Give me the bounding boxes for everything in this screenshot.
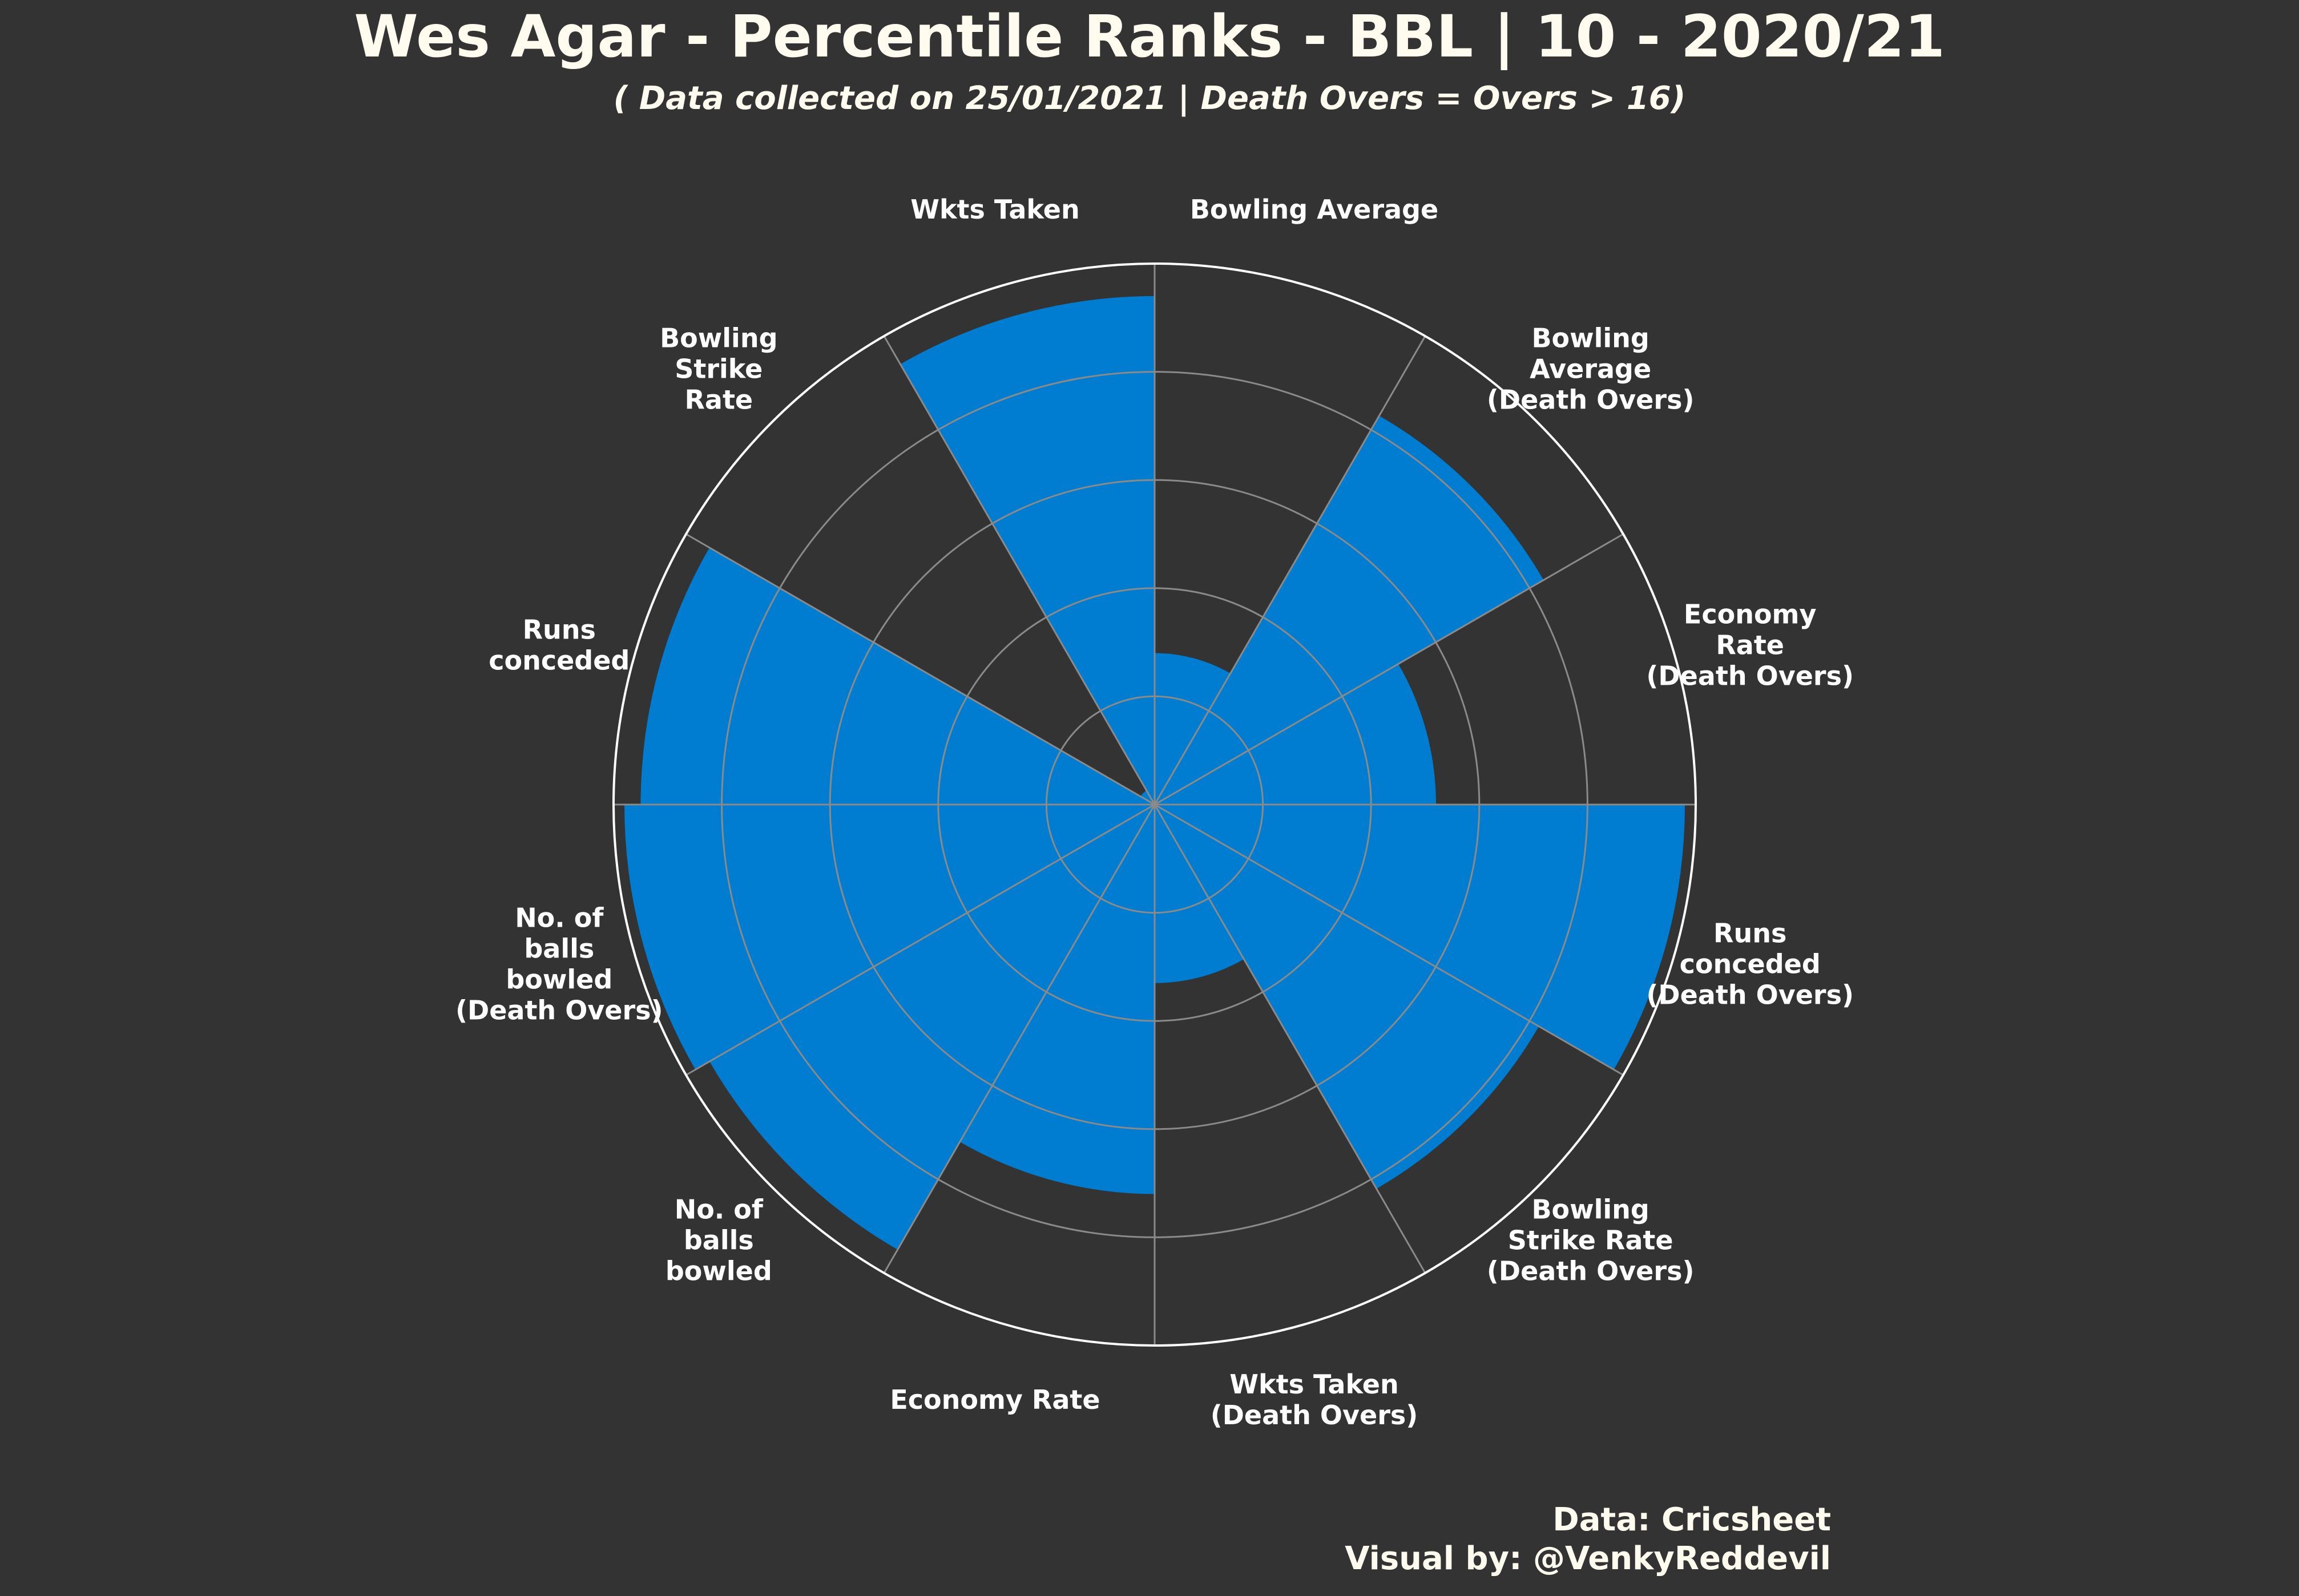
category-label-bowling-strike-rate-death-overs: Bowling Strike Rate (Death Overs) <box>1487 1194 1695 1287</box>
category-label-bowling-strike-rate: Bowling Strike Rate <box>660 322 777 415</box>
bar-bowling-average <box>1155 653 1231 805</box>
data-source-credit: Data: Cricsheet <box>1552 1501 1831 1538</box>
category-label-no-of-balls-bowled-death-overs: No. of balls bowled (Death Overs) <box>455 903 663 1026</box>
bar-wkts-taken-death-overs <box>1155 805 1244 983</box>
grid-spoke <box>1154 533 1624 806</box>
grid-spoke <box>883 804 1156 1274</box>
credits: Data: Cricsheet Visual by: @VenkyReddevi… <box>1345 1501 1831 1578</box>
category-label-layer: Bowling Average Bowling Average (Death Over… <box>455 194 1854 1431</box>
bar-wkts-taken <box>900 296 1155 805</box>
visual-credit: Visual by: @VenkyReddevil <box>1345 1540 1831 1577</box>
category-label-no-of-balls-bowled: No. of balls bowled <box>666 1194 772 1287</box>
category-label-bowling-average: Bowling Average <box>1190 194 1438 225</box>
bar-runs-conceded-death-overs <box>1155 805 1685 1070</box>
category-label-bowling-average-death-overs: Bowling Average (Death Overs) <box>1487 322 1695 415</box>
category-label-wkts-taken-death-overs: Wkts Taken (Death Overs) <box>1211 1369 1418 1431</box>
grid-layer <box>612 262 1697 1347</box>
category-label-economy-rate-death-overs: Economy Rate (Death Overs) <box>1646 599 1854 691</box>
chart-subtitle: ( Data collected on 25/01/2021 | Death O… <box>613 80 1686 117</box>
category-label-runs-conceded-death-overs: Runs conceded (Death Overs) <box>1646 918 1854 1011</box>
bar-runs-conceded <box>640 547 1155 805</box>
bar-bowling-strike-rate-death-overs <box>1155 805 1539 1189</box>
grid-spoke <box>1153 804 1426 1274</box>
bar-no-of-balls-bowled-death-overs <box>624 805 1155 1070</box>
grid-spoke <box>883 336 1156 805</box>
category-label-wkts-taken: Wkts Taken <box>910 194 1080 225</box>
grid-spoke <box>685 803 1155 1076</box>
grid-spoke <box>1154 803 1624 1076</box>
bar-no-of-balls-bowled <box>709 805 1155 1250</box>
grid-spoke <box>685 533 1155 806</box>
bar-bowling-strike-rate <box>1140 790 1155 805</box>
grid-spoke <box>1153 336 1426 805</box>
chart-title: Wes Agar - Percentile Ranks - BBL | 10 -… <box>354 3 1945 71</box>
category-label-runs-conceded: Runs conceded <box>489 614 630 676</box>
category-label-economy-rate: Economy Rate <box>890 1384 1100 1415</box>
outer-ring <box>612 262 1697 1347</box>
bar-bowling-average-death-overs <box>1155 415 1544 805</box>
bar-economy-rate-death-overs <box>1155 664 1436 805</box>
